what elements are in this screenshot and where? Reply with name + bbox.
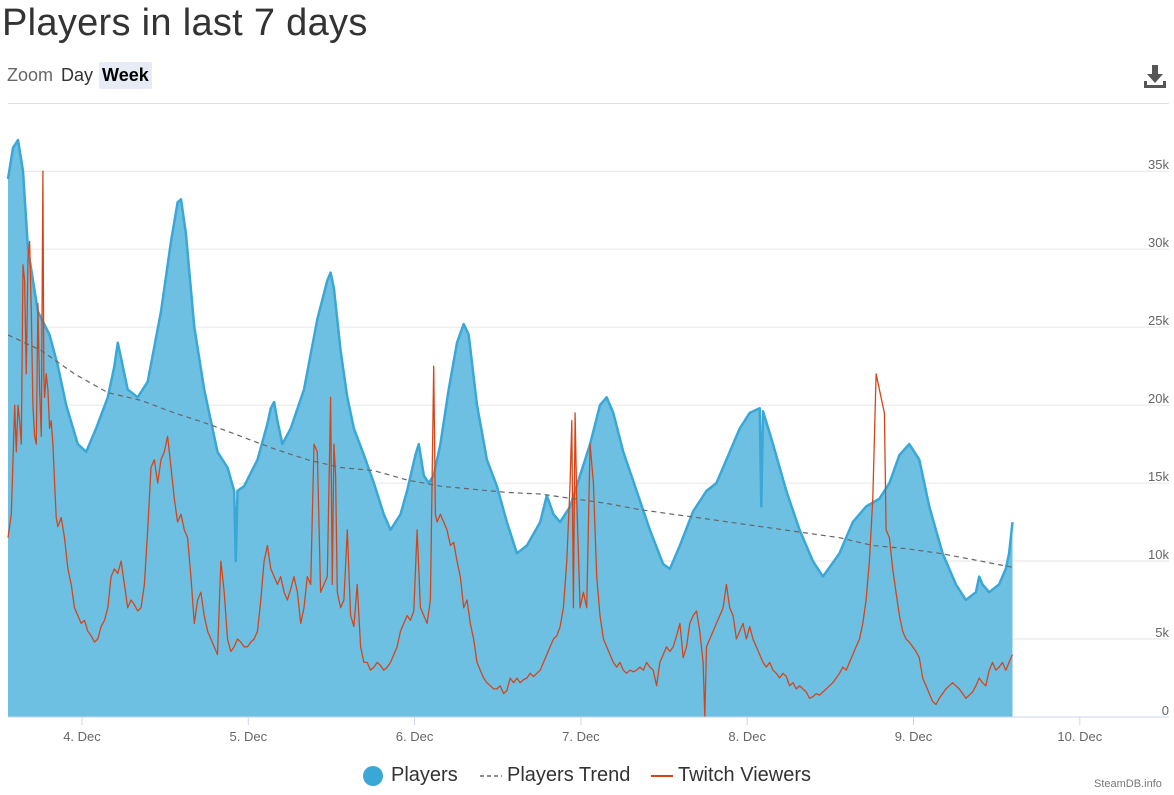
y-tick-label: 15k xyxy=(1148,469,1169,484)
x-tick-label: 8. Dec xyxy=(728,729,766,744)
y-tick-label: 5k xyxy=(1155,625,1169,640)
page-title: Players in last 7 days xyxy=(2,2,368,44)
x-tick-label: 6. Dec xyxy=(396,729,434,744)
y-tick-label: 25k xyxy=(1148,313,1169,328)
legend-twitch-viewers[interactable]: Twitch Viewers xyxy=(651,764,811,787)
divider xyxy=(8,103,1169,104)
players-line xyxy=(6,138,1014,602)
legend-players-trend[interactable]: Players Trend xyxy=(480,764,630,787)
x-tick-label: 5. Dec xyxy=(230,729,268,744)
zoom-bar: Zoom Day Week xyxy=(7,61,155,89)
x-tick-label: 4. Dec xyxy=(63,729,101,744)
players-area xyxy=(8,140,1013,717)
y-tick-label: 20k xyxy=(1148,391,1169,406)
x-tick-label: 7. Dec xyxy=(562,729,600,744)
x-tick-label: 10. Dec xyxy=(1057,729,1102,744)
y-tick-label: 10k xyxy=(1148,547,1169,562)
legend-twitch-label: Twitch Viewers xyxy=(678,764,812,786)
credit-text: SteamDB.info xyxy=(1094,778,1162,790)
zoom-label: Zoom xyxy=(7,64,54,85)
legend-trend-marker xyxy=(480,774,502,777)
y-tick-label: 35k xyxy=(1148,157,1169,172)
twitch-viewers-line xyxy=(7,170,1014,718)
legend-players-marker xyxy=(363,765,383,786)
zoom-week-button[interactable]: Week xyxy=(99,61,152,89)
players-trend-line xyxy=(7,334,1013,568)
legend-players[interactable]: Players xyxy=(362,764,458,787)
legend-trend-label: Players Trend xyxy=(507,764,631,786)
download-icon[interactable] xyxy=(1141,62,1169,90)
chart-legend: Players Players Trend Twitch Viewers xyxy=(0,764,1174,794)
y-tick-label: 30k xyxy=(1148,235,1169,250)
legend-players-label: Players xyxy=(391,764,458,786)
y-tick-label: 0 xyxy=(1162,703,1169,718)
zoom-day-button[interactable]: Day xyxy=(61,64,94,85)
legend-twitch-marker xyxy=(651,774,673,777)
x-tick-label: 9. Dec xyxy=(895,729,933,744)
